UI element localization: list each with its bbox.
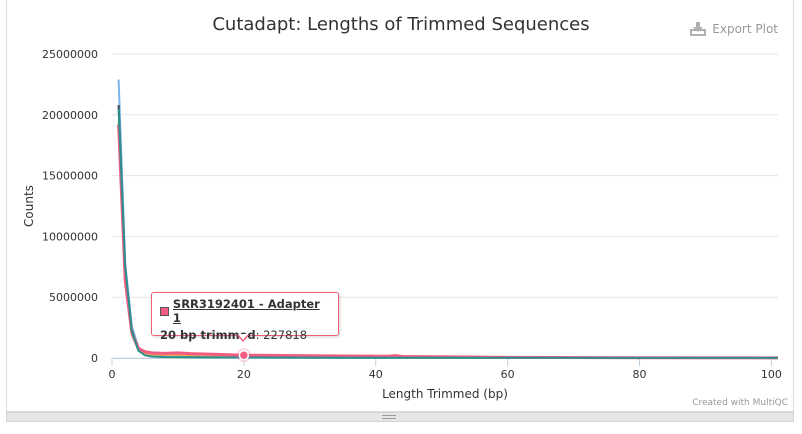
y-tick-label: 0 (91, 352, 98, 365)
x-tick-label: 20 (237, 368, 251, 381)
tooltip-series-name: SRR3192401 - Adapter 1 (172, 297, 320, 325)
multiqc-credit: Created with MultiQC (692, 398, 788, 408)
chart-title: Cutadapt: Lengths of Trimmed Sequences (212, 14, 590, 35)
x-axis-title: Length Trimmed (bp) (382, 387, 508, 401)
resize-grip-icon (382, 415, 396, 419)
y-tick-label: 20000000 (42, 109, 98, 122)
series-color-swatch (160, 306, 169, 316)
y-axis-title: Counts (22, 185, 36, 227)
y-tick-label: 10000000 (42, 230, 98, 243)
export-plot-button[interactable]: Export Plot (690, 22, 778, 36)
series-line-6 (117, 108, 779, 359)
x-tick-label: 0 (109, 368, 116, 381)
export-plot-label: Export Plot (712, 22, 778, 36)
x-tick-label: 100 (761, 368, 782, 381)
y-tick-label: 5000000 (49, 291, 98, 304)
download-icon (690, 22, 707, 36)
highlight-point (238, 349, 250, 361)
data-tooltip: SRR3192401 - Adapter 1 20 bp trimmed: 22… (151, 292, 339, 342)
tooltip-arrow-inner (238, 334, 248, 340)
resize-handle[interactable] (6, 412, 794, 422)
x-tick-label: 80 (633, 368, 647, 381)
x-tick-label: 60 (501, 368, 515, 381)
x-tick-label: 40 (369, 368, 383, 381)
y-tick-label: 25000000 (42, 48, 98, 61)
y-tick-label: 15000000 (42, 170, 98, 183)
tooltip-point-label: 20 bp trimmed (160, 328, 256, 342)
tooltip-point-value: 227818 (263, 328, 308, 342)
